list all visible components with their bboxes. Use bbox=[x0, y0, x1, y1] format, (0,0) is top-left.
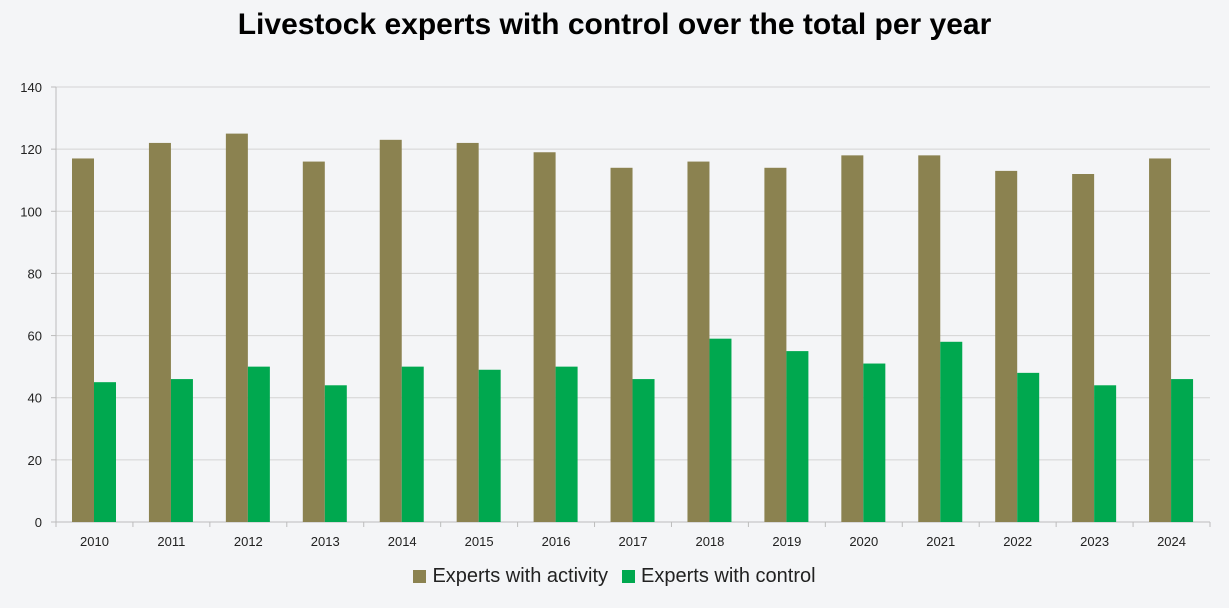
bar-control bbox=[401, 366, 424, 522]
y-axis-ticks: 0 20 40 60 80 100 120 140 bbox=[20, 80, 42, 530]
legend-swatch-control bbox=[622, 570, 636, 583]
x-tick-label: 2021 bbox=[926, 534, 955, 549]
x-tick-label: 2022 bbox=[1003, 534, 1032, 549]
x-tick-label: 2014 bbox=[388, 534, 417, 549]
x-tick-label: 2018 bbox=[695, 534, 724, 549]
bar-activity bbox=[72, 158, 94, 522]
y-tick-label: 140 bbox=[20, 80, 42, 95]
legend-label-control: Experts with control bbox=[641, 565, 816, 587]
bar-control bbox=[555, 366, 578, 522]
bar-control bbox=[478, 369, 501, 522]
bar-control bbox=[632, 379, 655, 522]
bar-control bbox=[1017, 372, 1040, 522]
bar-control bbox=[863, 363, 886, 522]
y-tick-label: 100 bbox=[20, 204, 42, 219]
y-tick-label: 60 bbox=[28, 329, 42, 344]
x-tick-label: 2016 bbox=[542, 534, 571, 549]
bar-activity bbox=[841, 155, 864, 522]
bar-control bbox=[940, 341, 963, 522]
bar-activity bbox=[687, 161, 710, 523]
bar-activity bbox=[1072, 174, 1095, 522]
y-tick-label: 0 bbox=[35, 515, 42, 530]
x-tick-label: 2017 bbox=[619, 534, 648, 549]
bar-control bbox=[170, 379, 193, 522]
bar-control bbox=[94, 382, 116, 522]
bar-activity bbox=[225, 133, 248, 522]
y-tick-label: 20 bbox=[28, 453, 42, 468]
bar-activity bbox=[764, 167, 787, 523]
legend-swatch-activity bbox=[413, 570, 427, 583]
bar-activity bbox=[533, 152, 556, 522]
bar-activity bbox=[995, 170, 1018, 522]
bar-control bbox=[1171, 379, 1194, 522]
x-tick-label: 2015 bbox=[465, 534, 494, 549]
x-tick-label: 2013 bbox=[311, 534, 340, 549]
bars bbox=[72, 133, 1194, 523]
legend-item-control: Experts with control bbox=[622, 565, 816, 588]
y-tick-label: 120 bbox=[20, 142, 42, 157]
chart-title: Livestock experts with control over the … bbox=[237, 8, 992, 41]
bar-control bbox=[247, 366, 270, 522]
bar-control bbox=[1094, 385, 1117, 522]
bar-activity bbox=[456, 142, 479, 522]
bar-control bbox=[324, 385, 347, 522]
legend: Experts with activity Experts with contr… bbox=[0, 565, 1229, 588]
x-tick-label: 2019 bbox=[772, 534, 801, 549]
bar-control bbox=[786, 351, 809, 522]
x-tick-label: 2011 bbox=[157, 534, 185, 549]
bar-activity bbox=[918, 155, 941, 522]
legend-label-activity: Experts with activity bbox=[432, 565, 609, 587]
y-tick-label: 40 bbox=[28, 391, 42, 406]
x-tick-label: 2010 bbox=[80, 534, 109, 549]
bar-activity bbox=[302, 161, 325, 523]
x-tick-label: 2012 bbox=[234, 534, 263, 549]
bar-activity bbox=[148, 142, 171, 522]
x-tick-label: 2020 bbox=[849, 534, 878, 549]
legend-item-activity: Experts with activity bbox=[413, 565, 608, 588]
bar-activity bbox=[1149, 158, 1172, 522]
bar-activity bbox=[610, 167, 633, 523]
x-tick-label: 2023 bbox=[1080, 534, 1109, 549]
bar-control bbox=[709, 338, 732, 522]
y-tick-label: 80 bbox=[28, 266, 42, 281]
x-tick-label: 2024 bbox=[1157, 534, 1186, 549]
x-axis-ticks: 2010 2011 2012 2013 2014 2015 2016 2017 2018 2019… bbox=[80, 534, 1186, 549]
bar-activity bbox=[379, 139, 402, 523]
